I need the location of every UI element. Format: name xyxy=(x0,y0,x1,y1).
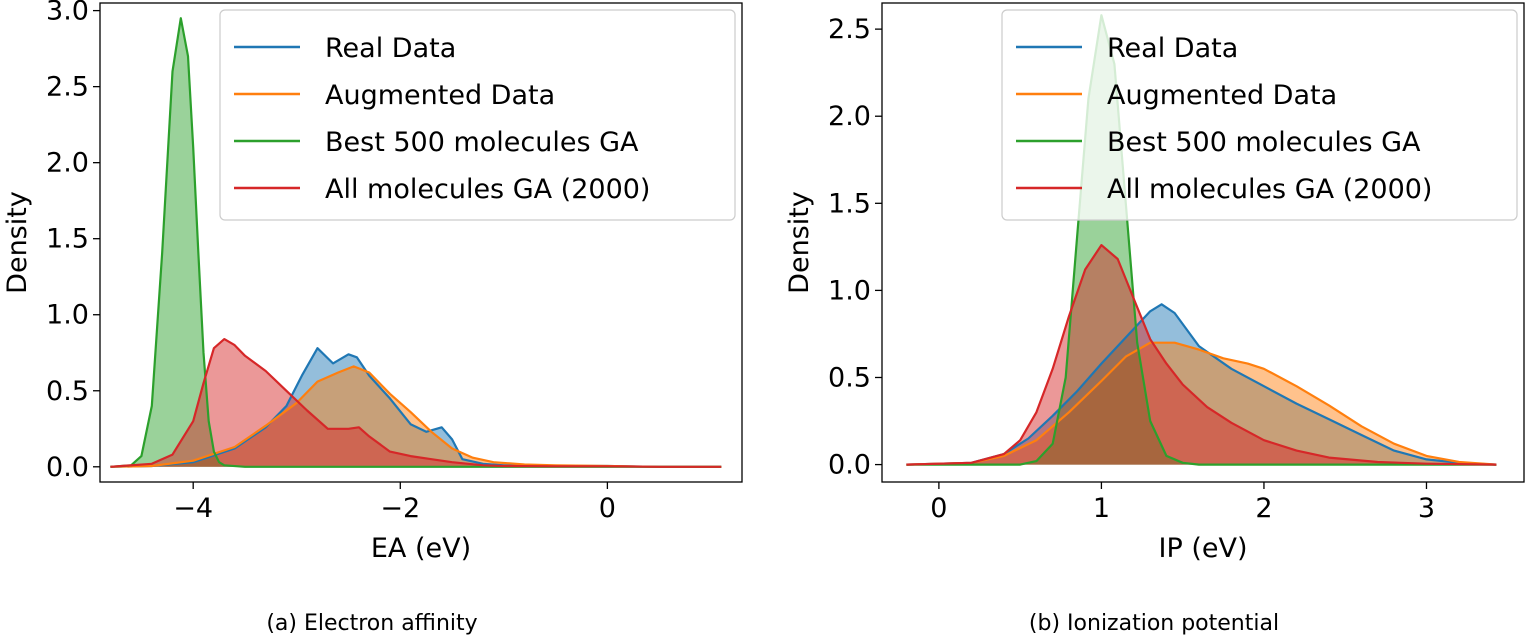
panel-caption: (b) Ionization potential xyxy=(1029,611,1279,636)
x-axis-label: IP (eV) xyxy=(1159,533,1248,564)
legend: Real Data Augmented Data Best 500 molecule… xyxy=(219,9,736,221)
y-tick-label: 0.5 xyxy=(46,376,89,407)
y-tick-label: 1.0 xyxy=(46,300,89,331)
legend-entry-0: Real Data xyxy=(1107,33,1238,64)
series-lines xyxy=(110,17,722,468)
x-tick-label: 2 xyxy=(1255,493,1272,524)
x-axis: 0 1 2 3 xyxy=(930,482,1435,524)
x-tick-label: −4 xyxy=(173,493,213,524)
x-axis-label: EA (eV) xyxy=(371,533,471,564)
plot-frame xyxy=(99,2,743,483)
y-tick-label: 0.0 xyxy=(46,452,89,483)
legend-entry-3: All molecules GA (2000) xyxy=(325,174,650,205)
panel-caption: (a) Electron affinity xyxy=(266,611,477,636)
series-line-1 xyxy=(906,341,1497,466)
series-line-0 xyxy=(906,303,1497,466)
plot-frame xyxy=(881,2,1525,483)
y-axis-label: Density xyxy=(2,191,33,294)
y-tick-label: 0.5 xyxy=(828,362,871,393)
series-area-3 xyxy=(906,245,1497,465)
series-line-1 xyxy=(110,365,722,468)
y-tick-label: 2.0 xyxy=(46,148,89,179)
x-axis: −4 −2 0 xyxy=(173,482,616,524)
series-area-3 xyxy=(110,339,722,467)
chart-electron-affinity: −4 −2 0 0.0 0.5 1.0 1.5 2.0 2.5 3.0 EA (eV) Density… xyxy=(2,0,743,636)
series-area-1 xyxy=(110,366,722,467)
x-tick-label: 0 xyxy=(599,493,616,524)
legend: Real Data Augmented Data Best 500 molecule… xyxy=(1001,9,1518,221)
y-tick-label: 2.5 xyxy=(46,72,89,103)
y-tick-label: 2.5 xyxy=(828,14,871,45)
legend-entry-1: Augmented Data xyxy=(1107,80,1337,111)
y-tick-label: 1.5 xyxy=(46,224,89,255)
legend-entry-3: All molecules GA (2000) xyxy=(1107,174,1432,205)
x-tick-label: 3 xyxy=(1418,493,1435,524)
area-fills xyxy=(110,18,722,467)
y-axis: 0.0 0.5 1.0 1.5 2.0 2.5 3.0 xyxy=(46,0,100,483)
chart-ionization-potential: 0 1 2 3 0.0 0.5 1.0 1.5 2.0 2.5 IP (eV) Density Real… xyxy=(784,2,1525,636)
x-tick-label: 1 xyxy=(1093,493,1110,524)
legend-entry-0: Real Data xyxy=(325,33,456,64)
legend-entry-2: Best 500 molecules GA xyxy=(325,127,639,158)
y-tick-label: 1.5 xyxy=(828,188,871,219)
y-axis: 0.0 0.5 1.0 1.5 2.0 2.5 xyxy=(828,14,882,481)
y-axis-label: Density xyxy=(784,191,815,294)
y-tick-label: 2.0 xyxy=(828,101,871,132)
series-line-2 xyxy=(110,17,722,468)
legend-entry-2: Best 500 molecules GA xyxy=(1107,127,1421,158)
x-tick-label: −2 xyxy=(380,493,420,524)
legend-entry-1: Augmented Data xyxy=(325,80,555,111)
x-tick-label: 0 xyxy=(930,493,947,524)
y-tick-label: 3.0 xyxy=(46,0,89,27)
series-area-0 xyxy=(110,348,722,467)
series-line-3 xyxy=(906,244,1497,466)
legend-box xyxy=(1001,9,1518,221)
y-tick-label: 1.0 xyxy=(828,275,871,306)
series-area-2 xyxy=(110,18,722,467)
y-tick-label: 0.0 xyxy=(828,450,871,481)
series-line-3 xyxy=(110,338,722,468)
legend-box xyxy=(219,9,736,221)
